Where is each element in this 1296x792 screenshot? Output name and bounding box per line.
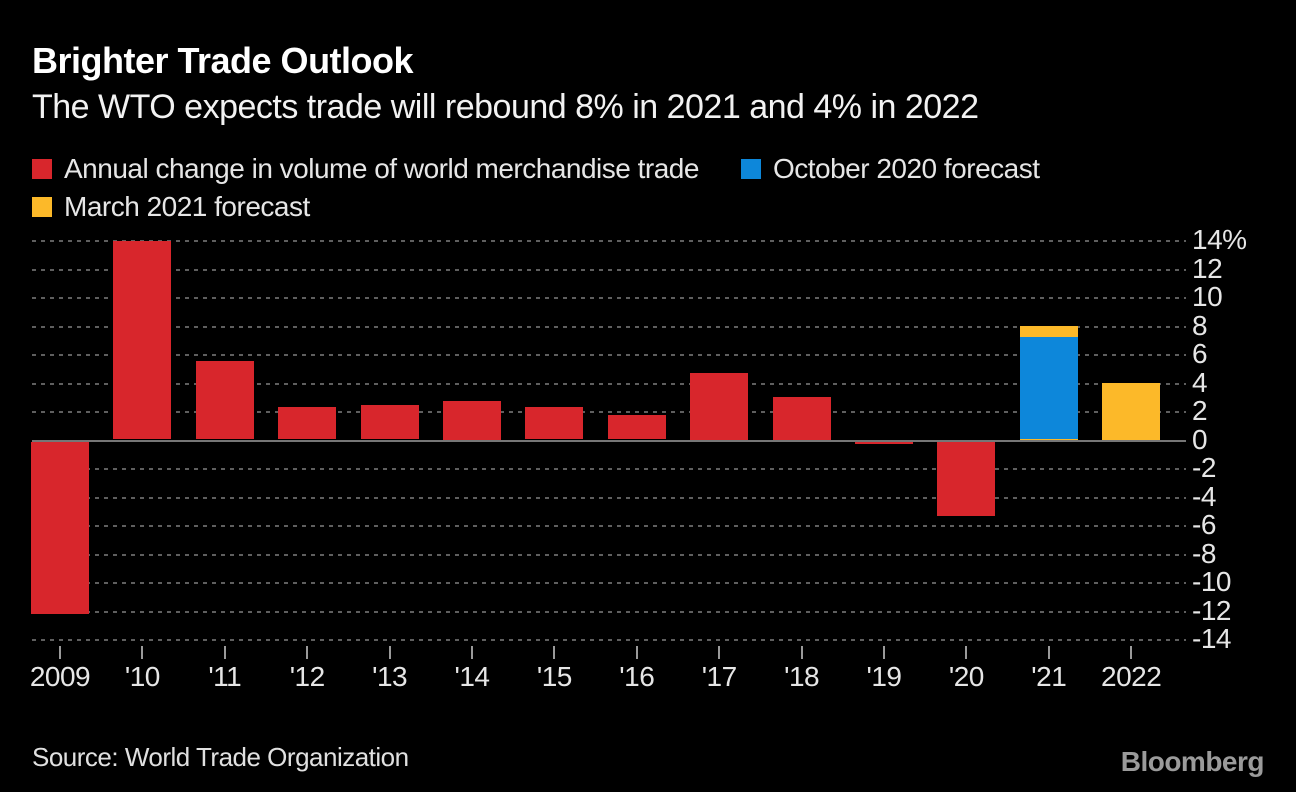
x-tick-mark xyxy=(883,646,885,659)
x-tick-mark xyxy=(1130,646,1133,659)
legend-item-1: Annual change in volume of world merchan… xyxy=(32,153,699,185)
x-tick-label: '11 xyxy=(208,661,242,692)
y-tick-label: 8 xyxy=(1192,309,1208,341)
x-tick-mark xyxy=(388,646,391,659)
bar-12-series-1 xyxy=(278,406,337,440)
y-tick-label: 2 xyxy=(1192,395,1208,426)
bar-17-series-1 xyxy=(690,372,749,440)
legend-row-1: Annual change in volume of world merchan… xyxy=(32,150,1040,188)
x-tick-mark xyxy=(471,646,473,659)
legend: Annual change in volume of world merchan… xyxy=(32,150,1040,226)
gridline xyxy=(32,240,1186,242)
x-tick-mark xyxy=(59,646,61,659)
gridline xyxy=(32,553,1186,556)
gridline xyxy=(32,468,1186,470)
x-tick-label: '13 xyxy=(372,661,408,692)
gridline xyxy=(32,325,1186,328)
bloomberg-logo: Bloomberg xyxy=(1120,746,1265,777)
x-tick-mark xyxy=(306,646,309,659)
x-tick-label: '12 xyxy=(289,661,326,692)
y-tick-label: 14% xyxy=(1192,224,1247,255)
bar-2009-series-1 xyxy=(31,441,89,614)
chart-subtitle: The WTO expects trade will rebound 8% in… xyxy=(32,88,979,126)
x-tick-label: '14 xyxy=(454,661,491,692)
legend-item-2: October 2020 forecast xyxy=(740,153,1040,185)
y-tick-label: 6 xyxy=(1192,338,1208,369)
gridline xyxy=(32,268,1186,271)
gridline xyxy=(32,496,1186,499)
x-tick-mark xyxy=(553,646,556,659)
x-tick-label: '19 xyxy=(866,661,903,692)
gridline xyxy=(32,382,1186,385)
gridline xyxy=(32,582,1186,584)
x-tick-label: '21 xyxy=(1031,661,1067,692)
gridline xyxy=(32,297,1186,299)
x-tick-label: '15 xyxy=(536,661,573,692)
bar-2022-series-1 xyxy=(1102,382,1161,440)
zero-baseline xyxy=(32,439,1186,442)
x-tick-label: 2009 xyxy=(29,661,91,692)
legend-swatch-icon xyxy=(32,159,52,179)
y-tick-label: 4 xyxy=(1192,366,1208,398)
gridline xyxy=(32,411,1186,413)
y-tick-label: -6 xyxy=(1192,509,1216,540)
bar-11-series-1 xyxy=(195,361,254,440)
y-tick-label: -8 xyxy=(1192,537,1216,569)
x-tick-label: '10 xyxy=(124,661,161,692)
source-note: Source: World Trade Organization xyxy=(32,742,409,772)
x-tick-label: '17 xyxy=(701,661,738,692)
y-tick-label: 10 xyxy=(1192,281,1223,312)
y-tick-label: -14 xyxy=(1192,623,1231,654)
bar-13-series-1 xyxy=(360,405,419,440)
y-tick-label: 0 xyxy=(1192,423,1208,455)
y-tick-label: 12 xyxy=(1192,252,1223,284)
plot-area xyxy=(31,240,1186,641)
legend-item-3: March 2021 forecast xyxy=(32,191,310,223)
y-tick-label: -10 xyxy=(1192,566,1231,597)
bar-15-series-1 xyxy=(525,406,584,440)
y-tick-label: -4 xyxy=(1192,480,1216,512)
x-tick-mark xyxy=(1047,646,1050,659)
legend-label: March 2021 forecast xyxy=(64,191,310,222)
legend-label: October 2020 forecast xyxy=(772,153,1040,184)
x-tick-label: '20 xyxy=(948,661,985,692)
bar-16-series-1 xyxy=(607,415,666,440)
bar-14-series-1 xyxy=(443,401,501,440)
y-tick-label: -2 xyxy=(1192,452,1216,483)
bar-21-series-2 xyxy=(1019,336,1078,440)
legend-label: Annual change in volume of world merchan… xyxy=(64,153,699,184)
y-axis-labels: 14% 12 10 8 6 4 2 0 -2 -4 -6 -8 -10 -12 -14 xyxy=(1192,224,1282,660)
legend-row-2: March 2021 forecast xyxy=(32,188,1040,226)
x-tick-label: '16 xyxy=(619,661,655,692)
x-tick-mark xyxy=(965,646,968,659)
gridline xyxy=(32,354,1186,356)
bar-20-series-1 xyxy=(937,441,996,516)
x-tick-mark xyxy=(718,646,721,659)
x-tick-mark xyxy=(635,646,638,659)
x-tick-label: '18 xyxy=(784,661,820,692)
legend-swatch-icon xyxy=(32,197,52,217)
bar-18-series-1 xyxy=(772,396,831,440)
gridline xyxy=(32,639,1186,641)
chart-title: Brighter Trade Outlook xyxy=(32,40,414,81)
legend-swatch-icon xyxy=(740,159,761,179)
bar-19-series-1 xyxy=(855,441,913,445)
y-tick-label: -12 xyxy=(1192,594,1231,626)
bar-10-series-1 xyxy=(113,241,172,440)
x-tick-mark xyxy=(223,646,226,659)
x-tick-label: 2022 xyxy=(1101,661,1162,692)
x-tick-mark xyxy=(141,646,144,659)
x-tick-mark xyxy=(800,646,803,659)
gridline xyxy=(32,610,1186,613)
x-axis-labels: 2009 '10 '11 '12 '13 '14 '15 '16 '17 '18 '19 '20 '21… xyxy=(30,639,1232,709)
gridline xyxy=(32,525,1186,527)
